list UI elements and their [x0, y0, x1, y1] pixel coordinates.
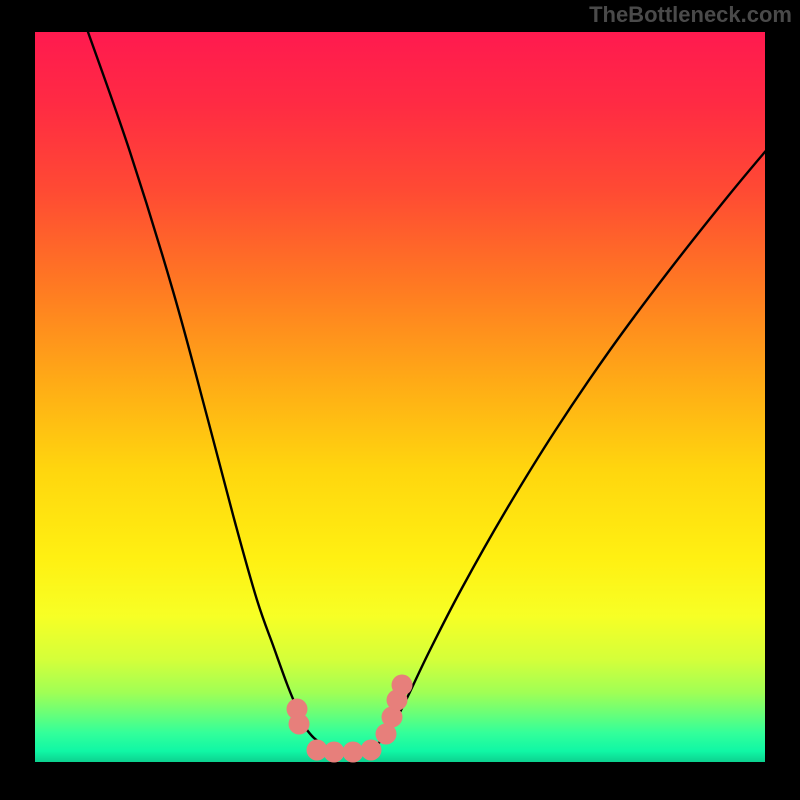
watermark-text: TheBottleneck.com — [589, 2, 792, 28]
plot-area — [35, 32, 765, 768]
datapoint-dot — [361, 740, 382, 761]
datapoint-dots — [287, 675, 413, 763]
datapoint-dot — [343, 742, 364, 763]
curves-layer — [35, 32, 765, 768]
datapoint-dot — [392, 675, 413, 696]
chart-root: TheBottleneck.com — [0, 0, 800, 800]
bottleneck-curve-right — [395, 140, 775, 722]
bottleneck-curve-left — [88, 32, 301, 722]
datapoint-dot — [324, 742, 345, 763]
datapoint-dot — [289, 714, 310, 735]
